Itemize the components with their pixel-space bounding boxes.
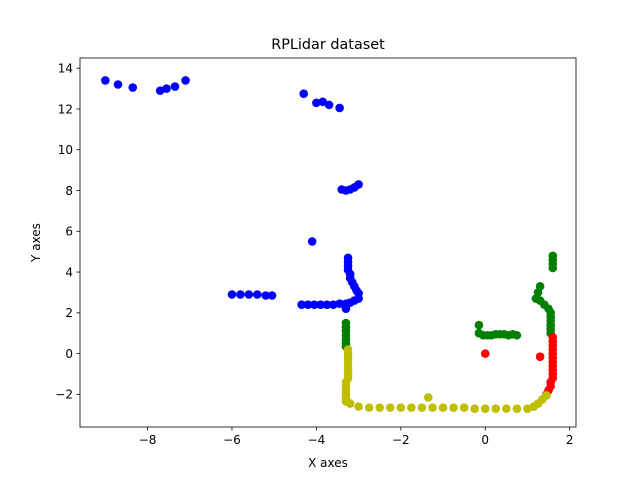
data-point (170, 82, 180, 91)
data-point (535, 352, 545, 361)
data-point (312, 98, 321, 108)
x-tick-label: 2 (566, 433, 574, 447)
data-point (101, 76, 110, 85)
data-point (417, 403, 427, 412)
y-tick-label: 8 (65, 184, 73, 198)
chart-title: RPLidar dataset (271, 37, 385, 53)
data-point (459, 403, 469, 412)
x-tick-label: −8 (139, 433, 157, 447)
data-point (162, 84, 171, 93)
data-point (307, 237, 317, 246)
data-point (375, 403, 385, 412)
data-point (328, 300, 338, 309)
data-point (428, 403, 437, 412)
y-tick-label: 10 (58, 143, 73, 157)
x-tick-label: −4 (308, 433, 326, 447)
data-point (423, 393, 433, 402)
data-point (354, 289, 363, 298)
x-axis-label: X axes (308, 456, 348, 470)
data-point (181, 76, 190, 85)
data-points (101, 76, 558, 413)
data-point (227, 290, 237, 299)
plot-area-frame (79, 57, 577, 428)
data-point (236, 290, 245, 299)
y-tick-label: 12 (58, 102, 73, 116)
data-point (491, 404, 501, 413)
data-point (341, 304, 351, 314)
data-point (335, 299, 344, 308)
data-point (244, 290, 254, 299)
data-point (113, 80, 123, 89)
data-point (438, 403, 448, 412)
data-point (480, 349, 490, 358)
data-point (449, 403, 458, 412)
data-point (354, 180, 363, 189)
x-tick-label: 0 (481, 433, 489, 447)
y-tick-label: 0 (65, 347, 73, 361)
data-point (396, 403, 406, 412)
data-point (385, 403, 395, 412)
data-point (322, 300, 332, 309)
data-point (252, 290, 262, 299)
data-point (502, 404, 511, 413)
x-tick-label: −6 (223, 433, 241, 447)
y-tick-label: 6 (65, 225, 73, 239)
data-point (548, 263, 558, 273)
data-point (128, 83, 138, 92)
y-axis-ticks: −2 0 2 4 6 8 10 12 14 (55, 61, 80, 402)
data-point (316, 300, 325, 309)
data-point (324, 100, 334, 110)
y-tick-label: 14 (58, 61, 73, 75)
data-point (354, 402, 363, 411)
data-point (297, 300, 306, 309)
y-tick-label: 2 (65, 306, 73, 320)
y-tick-label: 4 (65, 265, 73, 279)
data-point (299, 89, 309, 98)
data-point (303, 300, 313, 309)
y-axis-label: Y axes (29, 223, 43, 263)
x-axis-ticks: −8 −6 −4 −2 0 2 (139, 427, 574, 447)
data-point (364, 403, 374, 412)
data-point (407, 403, 416, 412)
data-point (335, 103, 344, 113)
x-tick-label: −2 (392, 433, 410, 447)
data-point (309, 300, 319, 309)
data-point (512, 330, 522, 340)
data-point (512, 404, 522, 413)
data-point (542, 391, 551, 400)
data-point (345, 399, 355, 408)
data-point (261, 291, 271, 300)
y-tick-label: −2 (55, 388, 73, 402)
data-point (474, 320, 484, 330)
data-point (470, 404, 479, 413)
data-point (267, 291, 277, 300)
data-point (480, 404, 490, 413)
